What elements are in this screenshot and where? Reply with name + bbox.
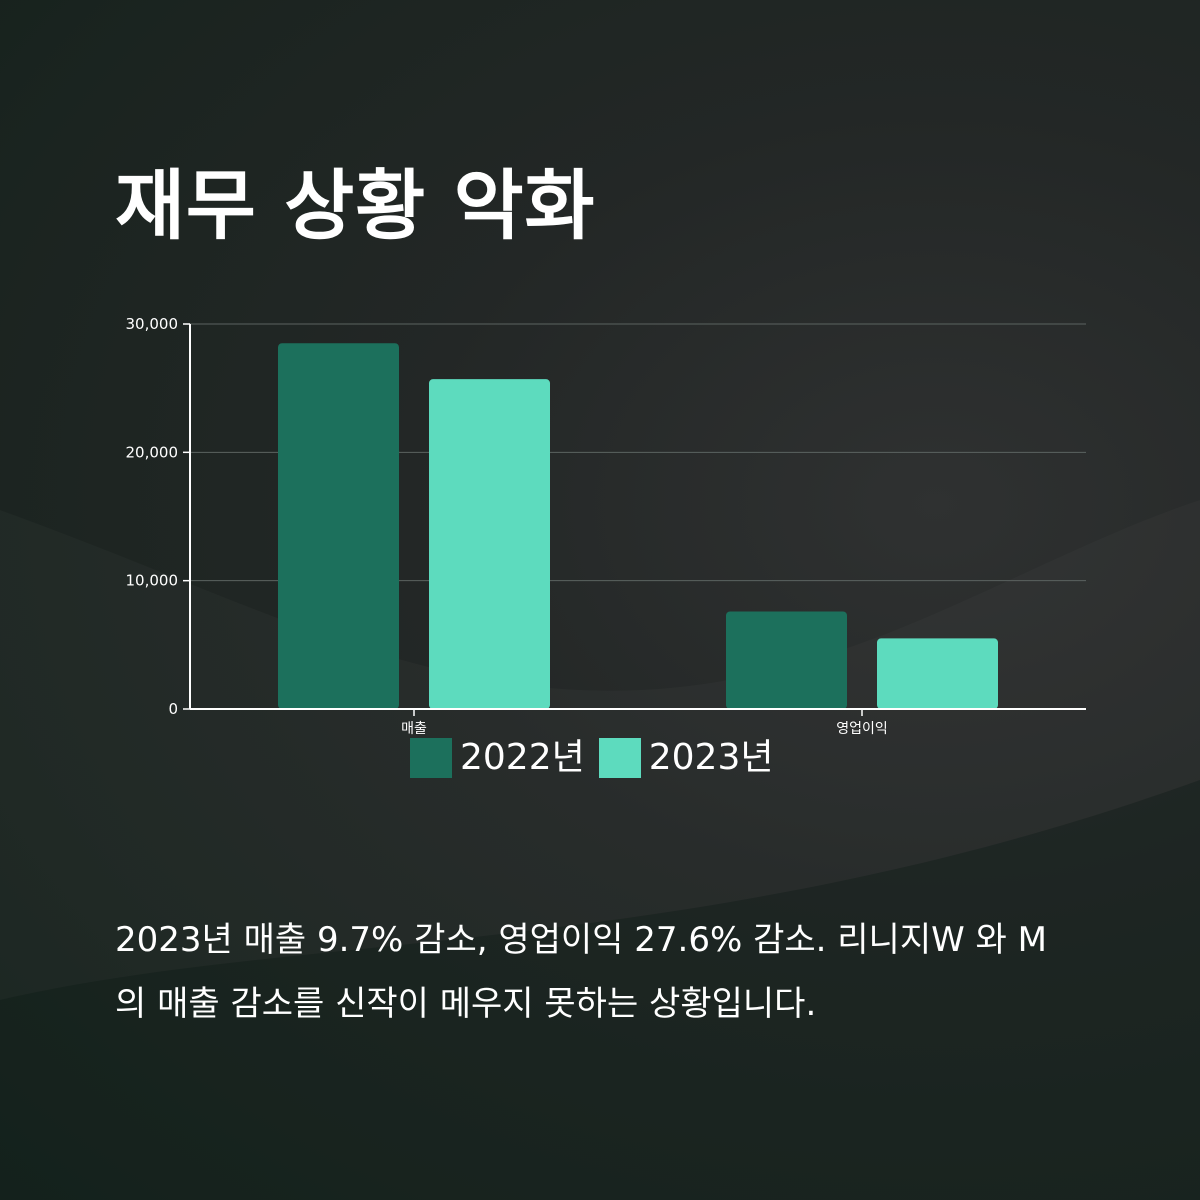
page-title: 재무 상황 악화 <box>115 161 596 250</box>
bar-revenue-2022[interactable] <box>278 343 399 709</box>
legend: 2022년 2023년 <box>410 736 774 780</box>
bar-operating-profit-2023[interactable] <box>877 638 998 709</box>
legend-label-2022: 2022년 <box>460 737 585 778</box>
legend-item-2022[interactable]: 2022년 <box>410 738 585 778</box>
bar-revenue-2023[interactable] <box>429 379 550 709</box>
y-tick-label: 30,000 <box>126 315 179 333</box>
x-tick-label: 영업이익 <box>836 721 888 737</box>
bar-chart: 0 10,000 20,000 30,000 매출 영업이익 <box>126 315 1086 737</box>
bars <box>278 343 998 709</box>
y-tick-label: 20,000 <box>126 443 179 461</box>
y-tick-label: 10,000 <box>126 572 179 590</box>
y-axis: 0 10,000 20,000 30,000 <box>126 315 191 718</box>
x-tick-label: 매출 <box>401 721 427 737</box>
legend-item-2023[interactable]: 2023년 <box>598 737 774 778</box>
x-axis: 매출 영업이익 <box>190 708 1086 737</box>
legend-swatch-2022 <box>410 738 452 778</box>
caption-text: 2023년 매출 9.7% 감소, 영업이익 27.6% 감소. 리니지W 와 … <box>115 920 1047 1024</box>
legend-swatch-2023 <box>598 738 641 778</box>
legend-label-2023: 2023년 <box>648 737 774 778</box>
y-tick-label: 0 <box>168 700 178 718</box>
bar-operating-profit-2022[interactable] <box>726 611 847 709</box>
